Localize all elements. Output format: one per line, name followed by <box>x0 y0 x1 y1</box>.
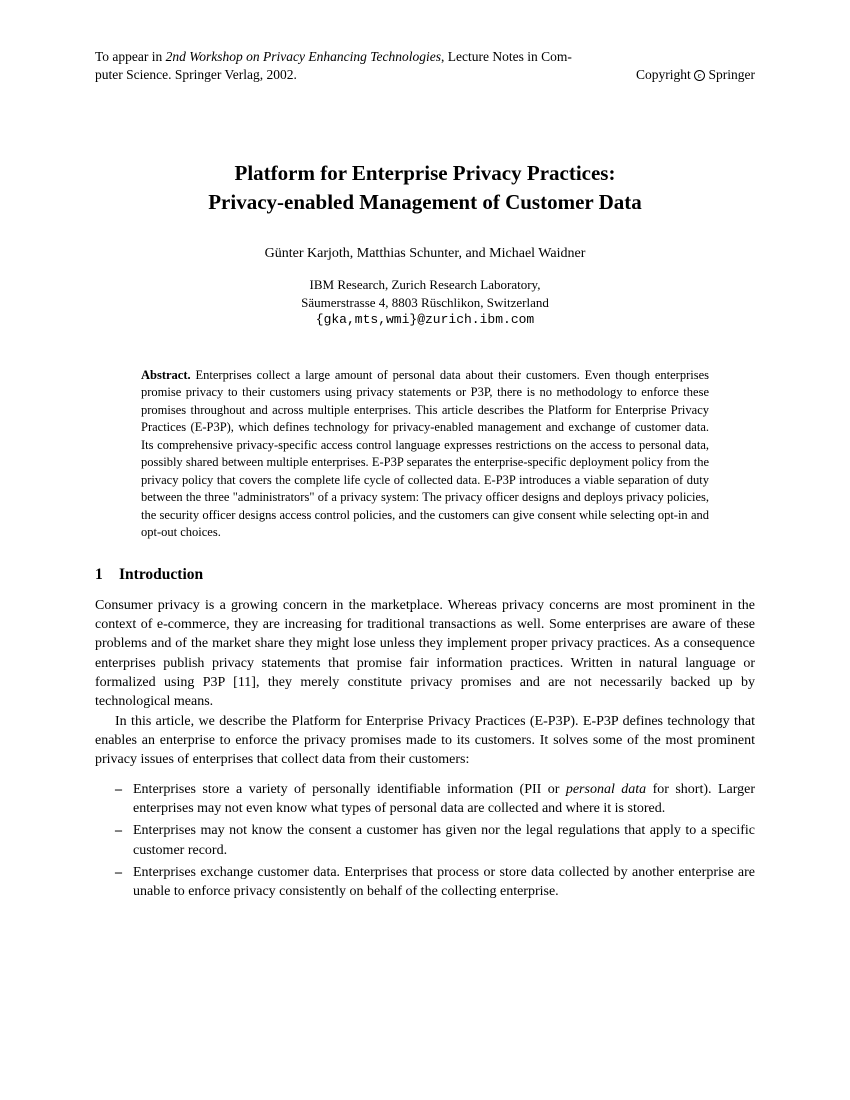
paragraph-2: In this article, we describe the Platfor… <box>95 712 755 770</box>
body-text: Consumer privacy is a growing concern in… <box>95 596 755 770</box>
authors: Günter Karjoth, Matthias Schunter, and M… <box>95 246 755 262</box>
header-suffix: , Lecture Notes in Com- <box>441 49 572 64</box>
header-copyright: Copyright c Springer <box>636 66 755 84</box>
paragraph-1: Consumer privacy is a growing concern in… <box>95 596 755 712</box>
copyright-icon: c <box>694 70 705 81</box>
list-item: Enterprises store a variety of personall… <box>115 780 755 819</box>
abstract-text: Enterprises collect a large amount of pe… <box>141 368 709 540</box>
header-prefix: To appear in <box>95 49 166 64</box>
affiliation: IBM Research, Zurich Research Laboratory… <box>95 276 755 329</box>
section-title: Introduction <box>119 566 203 583</box>
bullet-list: Enterprises store a variety of personall… <box>115 780 755 902</box>
header-line2: puter Science. Springer Verlag, 2002. Co… <box>95 66 755 84</box>
affiliation-org: IBM Research, Zurich Research Laboratory… <box>95 276 755 294</box>
abstract: Abstract. Enterprises collect a large am… <box>141 367 709 542</box>
section-heading: 1Introduction <box>95 566 755 584</box>
paper-title: Platform for Enterprise Privacy Practice… <box>125 159 725 216</box>
list-item: Enterprises exchange customer data. Ente… <box>115 863 755 902</box>
title-line1: Platform for Enterprise Privacy Practice… <box>125 159 725 187</box>
affiliation-email: {gka,mts,wmi}@zurich.ibm.com <box>95 311 755 329</box>
list-item: Enterprises may not know the consent a c… <box>115 821 755 860</box>
publication-header: To appear in 2nd Workshop on Privacy Enh… <box>95 48 755 84</box>
header-line1: To appear in 2nd Workshop on Privacy Enh… <box>95 48 755 66</box>
affiliation-address: Säumerstrasse 4, 8803 Rüschlikon, Switze… <box>95 294 755 312</box>
title-line2: Privacy-enabled Management of Customer D… <box>125 188 725 216</box>
header-publisher: puter Science. Springer Verlag, 2002. <box>95 66 297 84</box>
section-number: 1 <box>95 566 119 584</box>
header-venue: 2nd Workshop on Privacy Enhancing Techno… <box>166 49 441 64</box>
abstract-label: Abstract. <box>141 368 191 382</box>
